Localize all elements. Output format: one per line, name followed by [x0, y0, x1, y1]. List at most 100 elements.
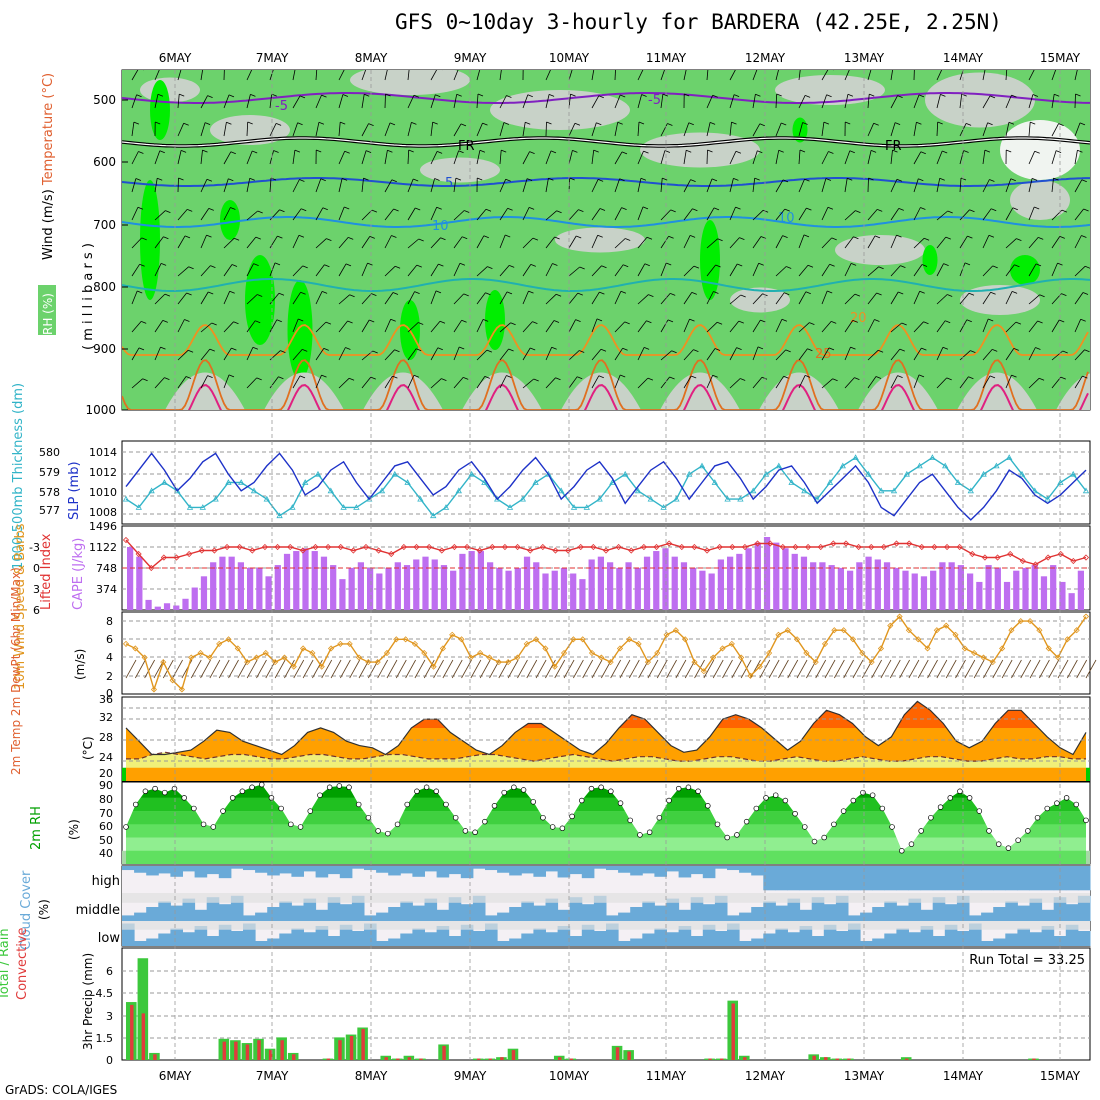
wind-barb [706, 322, 718, 333]
wind10m-barb [461, 659, 472, 679]
wind-barb [821, 237, 832, 249]
wind-barb-flag [414, 291, 420, 294]
rh2m-band [127, 811, 1086, 825]
pressure-tick: 800 [93, 280, 116, 294]
wind-barb-flag [456, 93, 462, 97]
cloud-bar [158, 901, 171, 921]
wind-barb-flag [477, 177, 483, 181]
wind-barb-flag [206, 234, 212, 238]
cape-bar [154, 606, 161, 610]
wind-barb [545, 121, 547, 137]
wind10m-barb [545, 659, 556, 679]
rh-diurnal-dome [264, 372, 344, 410]
wind-barb [798, 322, 810, 333]
wind10m-series-point [290, 663, 297, 670]
cloud-bar [932, 897, 946, 921]
cape-bar [274, 565, 281, 610]
isotherm-line [122, 92, 1090, 104]
thickness-series-point [148, 487, 155, 494]
wind-barb [1051, 94, 1055, 109]
wind10m-series-point [980, 654, 987, 661]
cape-bar [210, 562, 217, 610]
wind-barb [1051, 150, 1057, 165]
wind-barb [591, 122, 597, 137]
rh2m-panel [122, 781, 1090, 864]
thickness-series-point [391, 470, 398, 477]
cape-tick: 1496 [89, 520, 117, 533]
rh2m-point [200, 821, 207, 828]
precip-conv-bar [326, 1058, 331, 1060]
wind10m-series-point [505, 659, 512, 666]
rh-low-region [835, 235, 925, 265]
rh2m-point [792, 810, 798, 817]
wind-barb-flag [138, 151, 144, 154]
date-label-bottom: 13MAY [844, 1069, 885, 1083]
cloud-bar [714, 931, 728, 946]
cloud-bar [872, 907, 885, 921]
lifted-index-series-point [577, 543, 584, 551]
rh2m-point [763, 795, 769, 801]
thickness-series-point [634, 487, 642, 494]
wind-barb-flag [435, 290, 442, 294]
wind-barb-flag [1011, 374, 1017, 378]
wind-barb-flag [555, 377, 561, 381]
wind10m-series-point [849, 636, 857, 643]
wind-barb-flag [669, 376, 675, 380]
wind10m-barb [517, 659, 528, 679]
thickness-series-point [903, 470, 910, 477]
wind-barb-flag [203, 66, 208, 68]
wind-barb-flag [206, 178, 213, 182]
wind-barb-flag [576, 235, 582, 239]
precip-conv-bar [338, 1040, 342, 1060]
wind-barb [614, 70, 616, 81]
wind-barb [706, 348, 716, 361]
wind-barb-flag [228, 178, 234, 182]
wind-barb [913, 374, 920, 389]
wind-barb-flag [391, 179, 397, 183]
wind-barb [407, 207, 416, 221]
cloud-bar [654, 905, 667, 921]
wind10m-barb [656, 659, 668, 679]
cloud-bar [811, 936, 825, 946]
wind10m-barb [871, 659, 882, 679]
wind-barb [913, 207, 921, 221]
cape-bar [542, 573, 549, 610]
wind-barb [959, 319, 968, 333]
precip-conv-bar [268, 1050, 273, 1060]
precip-tick: 0 [106, 1054, 113, 1067]
wind-barb-flag [273, 150, 279, 153]
wind-barb-flag [784, 208, 790, 212]
thickness-series-point [954, 479, 962, 485]
wind-barb [545, 347, 553, 361]
wind-barb [292, 179, 300, 193]
lifted-index-series-point [501, 543, 509, 551]
thickness-series-point [622, 470, 629, 477]
wind-barb [246, 347, 254, 361]
gridlines [174, 70, 1061, 1060]
wind-barb-flag [413, 374, 420, 378]
wind-barb-flag [854, 293, 861, 297]
wind-barb [568, 150, 573, 165]
rh-low-region [210, 115, 290, 145]
cloud-high-bar [872, 866, 885, 891]
cloud-bar [593, 931, 607, 946]
cloud-high-bar [291, 866, 304, 877]
precip-conv-bar [558, 1057, 562, 1060]
wind-barb-flag [321, 291, 328, 294]
wind-barb [131, 70, 139, 81]
wind-barb [200, 375, 208, 389]
wind-barb [154, 320, 164, 333]
cloud-high-bar [981, 866, 994, 891]
wind-barb [1074, 179, 1083, 193]
wind-barb [430, 347, 439, 361]
wind-barb-flag [394, 349, 400, 353]
wind-barb [453, 178, 457, 193]
precip-conv-bar [627, 1051, 631, 1060]
cloud-high-bar [618, 866, 631, 873]
wind-barb-flag [921, 347, 927, 351]
lifted-index-series-point [312, 543, 319, 551]
wind-barb [476, 349, 488, 361]
wind10m-series-point [383, 649, 391, 657]
wind-barb-flag [528, 207, 535, 210]
wind10m-series-point [989, 659, 996, 666]
